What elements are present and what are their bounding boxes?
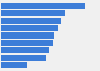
Bar — [1, 32, 54, 39]
Bar — [1, 55, 46, 61]
Bar — [1, 62, 27, 68]
Bar — [1, 10, 65, 16]
Bar — [1, 3, 86, 9]
Bar — [1, 18, 61, 24]
Bar — [1, 40, 52, 46]
Bar — [1, 47, 49, 53]
Bar — [1, 25, 58, 31]
